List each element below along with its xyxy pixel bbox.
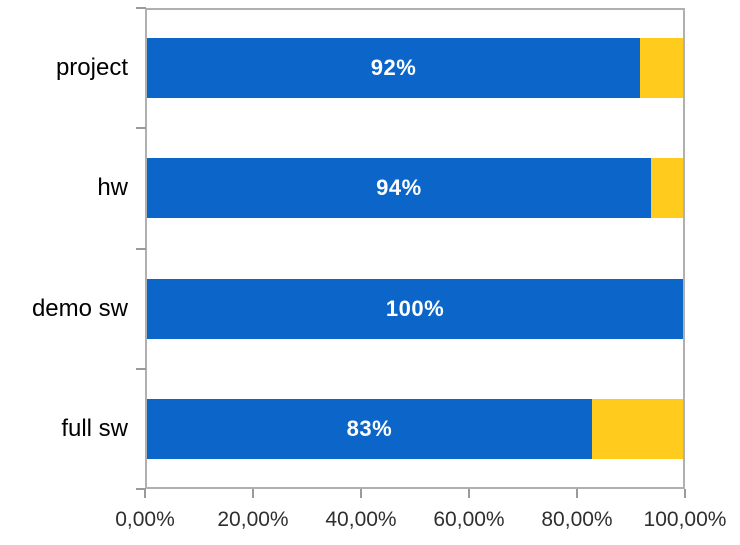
category-label-project: project — [55, 54, 128, 81]
bar-segment-yellow — [640, 38, 683, 98]
bar-row-full-sw: 83% — [147, 399, 683, 459]
x-axis-tick — [360, 489, 362, 498]
x-axis-tick-label: 20,00% — [217, 508, 289, 531]
y-axis-tick — [136, 7, 146, 9]
x-axis-tick-label: 0,00% — [115, 508, 175, 531]
x-axis-tick — [684, 489, 686, 498]
bar-segment-blue: 92% — [147, 38, 641, 98]
y-axis-tick — [136, 248, 146, 250]
y-axis-tick — [136, 127, 146, 129]
bar-segment-blue: 83% — [147, 399, 592, 459]
x-axis-tick — [252, 489, 254, 498]
bar-segment-blue: 100% — [147, 279, 683, 339]
x-axis-tick — [144, 489, 146, 498]
plot-area: 92% 94% 100% 83% — [145, 8, 685, 489]
bar-value-label: 83% — [346, 416, 393, 441]
bar-value-label: 92% — [370, 55, 417, 80]
x-axis-tick-label: 80,00% — [541, 508, 613, 531]
category-label-demo-sw: demo sw — [31, 295, 128, 322]
category-label-hw: hw — [97, 174, 128, 201]
bar-value-label: 100% — [385, 296, 445, 321]
x-axis-tick-label: 40,00% — [325, 508, 397, 531]
y-axis-tick — [136, 488, 146, 490]
bar-row-project: 92% — [147, 38, 683, 98]
bar-row-hw: 94% — [147, 158, 683, 218]
y-axis-tick — [136, 368, 146, 370]
x-axis-tick — [468, 489, 470, 498]
bar-segment-blue: 94% — [147, 158, 651, 218]
category-label-full-sw: full sw — [61, 415, 128, 442]
bar-segment-yellow — [591, 399, 683, 459]
x-axis-tick — [576, 489, 578, 498]
x-axis-tick-label: 100,00% — [643, 508, 727, 531]
bar-value-label: 94% — [376, 175, 422, 200]
bar-segment-yellow — [650, 158, 683, 218]
x-axis-tick-label: 60,00% — [433, 508, 505, 531]
bar-row-demo-sw: 100% — [147, 279, 683, 339]
